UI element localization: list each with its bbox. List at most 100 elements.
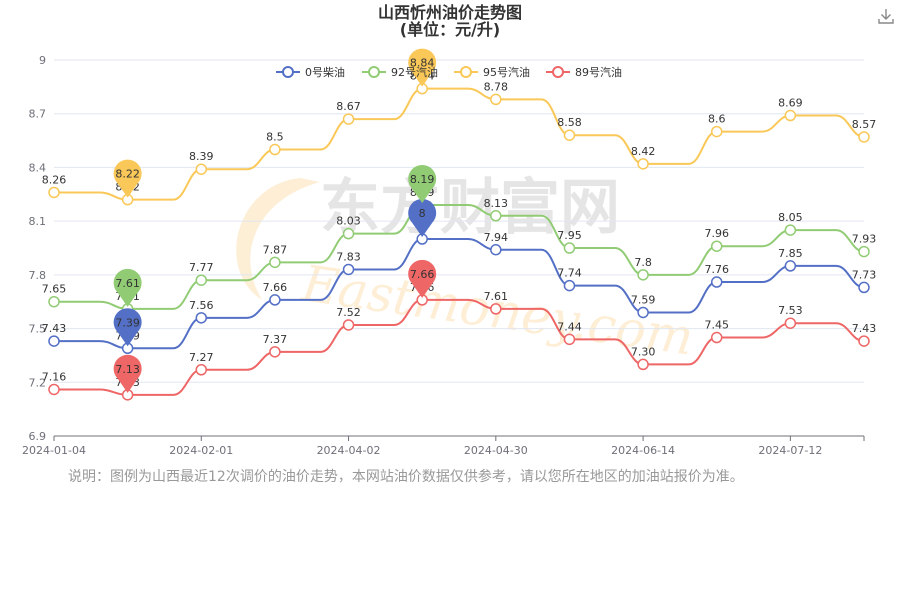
data-point-1-4 [342,227,355,240]
data-label-0-2: 7.56 [189,299,214,312]
data-point-0-6 [490,244,502,256]
pin-marker-3-5 [408,259,437,298]
data-point-3-0 [48,383,60,396]
data-label-2-9: 8.6 [708,113,726,126]
data-label-1-3: 7.87 [263,243,288,256]
data-label-1-11: 7.93 [852,233,877,246]
x-tick-label-2024-01-04: 2024-01-04 [22,444,86,457]
pin-marker-0-5 [408,198,437,238]
pin-label-1-1: 7.61 [115,277,140,290]
y-tick-label-7.2: 7.2 [29,376,47,389]
pin-marker-1-5 [408,164,437,204]
data-label-3-10: 7.53 [778,304,803,317]
data-label-0-0: 7.43 [42,322,67,335]
data-point-0-8 [637,306,649,319]
data-label-3-0: 7.16 [42,370,67,383]
data-label-0-11: 7.73 [852,268,877,281]
x-tick-label-2024-04-30: 2024-04-30 [464,444,528,457]
pin-label-3-1: 7.13 [115,363,140,376]
data-point-0-10 [784,260,797,272]
x-tick-label-2024-06-14: 2024-06-14 [611,444,675,457]
data-label-3-11: 7.43 [852,322,877,335]
legend-symbol-1 [368,66,380,78]
pin-marker-3-1 [113,354,142,393]
data-point-0-3 [269,294,281,306]
x-tick-label-2024-04-02: 2024-04-02 [317,444,381,457]
data-label-2-6: 8.78 [484,80,509,93]
data-label-2-7: 8.58 [557,116,582,129]
data-point-2-11 [858,131,870,143]
data-point-2-8 [637,158,649,170]
data-point-2-9 [710,125,723,138]
legend-symbol-3 [552,66,564,78]
pin-label-0-1: 7.39 [115,316,140,329]
data-point-1-11 [858,245,870,258]
data-point-2-0 [48,186,60,199]
data-point-0-11 [858,281,870,294]
data-label-2-0: 8.26 [42,173,67,186]
data-label-1-7: 7.95 [557,229,582,242]
watermark: 东方财富网 Eastmoney.com [236,173,697,367]
data-point-3-8 [637,358,649,371]
data-label-1-8: 7.8 [634,256,652,269]
data-label-3-2: 7.27 [189,351,214,364]
data-label-0-7: 7.74 [557,267,582,280]
data-label-3-6: 7.61 [484,290,509,303]
y-tick-label-7.8: 7.8 [29,269,47,282]
data-point-0-9 [710,276,723,288]
watermark-cn: 东方财富网 [320,173,620,243]
data-point-0-0 [48,335,60,347]
data-label-0-3: 7.66 [263,281,288,294]
data-label-2-10: 8.69 [778,97,803,110]
data-label-1-10: 8.05 [778,211,803,224]
watermark-logo [236,178,320,300]
data-label-3-7: 7.44 [557,320,582,333]
data-point-1-7 [563,242,576,254]
pin-label-1-5: 8.19 [410,173,435,186]
x-tick-label-2024-07-12: 2024-07-12 [758,444,822,457]
data-point-3-4 [342,319,355,331]
pin-marker-0-1 [113,308,142,347]
legend-symbol-0 [282,66,294,78]
pin-label-2-5: 8.84 [410,57,435,70]
data-point-1-9 [710,240,723,252]
data-label-0-10: 7.85 [778,247,803,260]
chart-title: 山西忻州油价走势图 (单位：元/升) [0,4,900,38]
data-point-1-10 [784,224,797,236]
pin-marker-2-1 [113,159,142,198]
data-label-0-6: 7.94 [484,231,509,244]
data-label-2-3: 8.5 [266,131,284,144]
pin-label-2-1: 8.22 [115,168,140,181]
data-point-3-11 [858,335,870,347]
data-point-3-7 [563,333,576,346]
pin-label-3-5: 7.66 [410,268,435,281]
data-point-3-3 [269,346,281,358]
data-label-0-8: 7.59 [631,293,656,306]
data-point-1-0 [48,295,60,308]
data-label-0-4: 7.83 [336,250,361,263]
data-label-1-4: 8.03 [336,215,361,228]
data-label-3-8: 7.30 [631,345,656,358]
data-point-3-6 [490,303,502,315]
download-icon[interactable] [876,6,896,26]
y-tick-label-9: 9 [39,54,46,67]
data-label-3-3: 7.37 [263,333,288,346]
y-tick-label-7.5: 7.5 [29,323,47,336]
data-label-3-9: 7.45 [704,319,729,332]
data-label-2-8: 8.42 [631,145,656,158]
data-point-0-2 [195,312,208,324]
data-point-3-2 [195,364,208,376]
y-tick-label-8.1: 8.1 [29,215,47,228]
y-tick-label-8.7: 8.7 [29,108,47,121]
y-tick-label-6.9: 6.9 [29,430,47,443]
data-point-0-4 [342,263,355,276]
data-point-2-10 [784,109,797,122]
data-label-0-9: 7.76 [704,263,729,276]
chart-title-main: 山西忻州油价走势图 [377,3,522,22]
pin-layer: 7.39 8 7.61 8.19 8.22 8.84 7.13 7.66 [113,48,437,393]
legend-symbol-2 [460,66,472,78]
data-point-0-7 [563,279,576,292]
data-label-1-0: 7.65 [42,283,67,296]
data-label-3-4: 7.52 [336,306,361,319]
